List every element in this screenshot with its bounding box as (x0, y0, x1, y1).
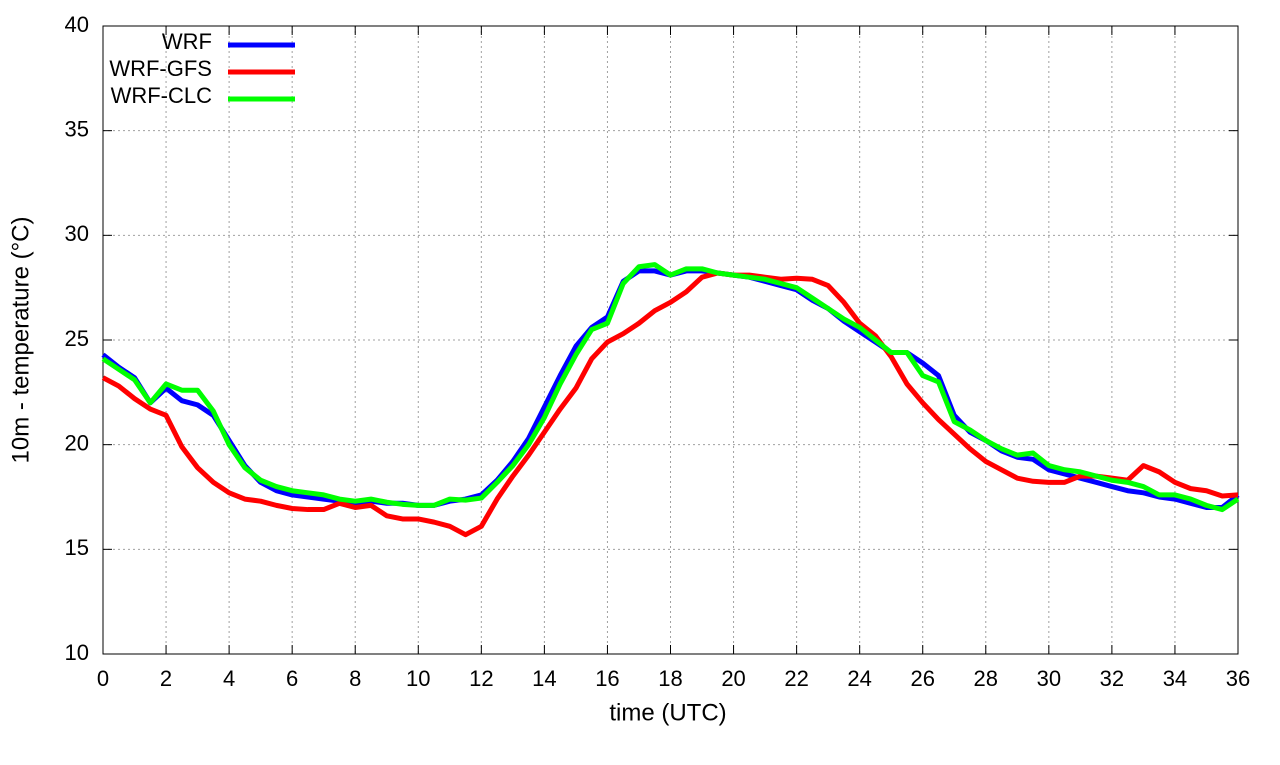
y-tick-label: 40 (65, 12, 89, 37)
x-tick-label: 2 (160, 666, 172, 691)
x-axis-label: time (UTC) (609, 699, 726, 726)
x-tick-label: 26 (910, 666, 934, 691)
line-series (101, 270, 1239, 538)
x-tick-label: 8 (349, 666, 361, 691)
x-tick-label: 12 (469, 666, 493, 691)
y-tick-label: 20 (65, 430, 89, 455)
x-tick-label: 36 (1226, 666, 1250, 691)
x-tick-label: 32 (1100, 666, 1124, 691)
plot-frame (102, 25, 1239, 655)
y-axis-label: 10m - temperature (°C) (7, 217, 34, 464)
x-tick-label: 34 (1163, 666, 1187, 691)
y-tick-label: 25 (65, 326, 89, 351)
y-tick-label: 15 (65, 535, 89, 560)
x-tick-label: 4 (223, 666, 235, 691)
x-tick-label: 16 (595, 666, 619, 691)
x-tick-label: 6 (286, 666, 298, 691)
y-tick-label: 30 (65, 221, 89, 246)
legend-label: WRF-CLC (111, 83, 213, 108)
x-tick-label: 22 (784, 666, 808, 691)
x-tick-label: 14 (532, 666, 556, 691)
x-tick-label: 18 (658, 666, 682, 691)
legend-label: WRF (162, 29, 212, 54)
x-tick-label: 10 (406, 666, 430, 691)
x-tick-label: 0 (97, 666, 109, 691)
legend-label: WRF-GFS (109, 56, 212, 81)
y-tick-label: 35 (65, 116, 89, 141)
y-tick-label: 10 (65, 640, 89, 665)
line-series (101, 262, 1240, 513)
x-tick-label: 28 (974, 666, 998, 691)
x-tick-label: 30 (1037, 666, 1061, 691)
x-tick-label: 24 (847, 666, 871, 691)
x-tick-label: 20 (721, 666, 745, 691)
